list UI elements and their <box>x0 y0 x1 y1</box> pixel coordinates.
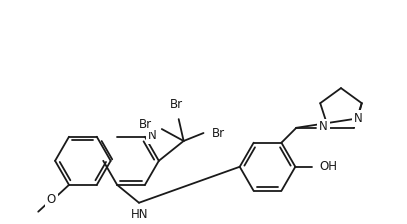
Text: N: N <box>148 129 157 142</box>
Text: HN: HN <box>131 208 149 221</box>
Text: OH: OH <box>319 160 337 173</box>
Text: N: N <box>353 112 362 125</box>
Text: Br: Br <box>139 118 152 131</box>
Text: N: N <box>319 120 328 133</box>
Text: Br: Br <box>212 127 225 140</box>
Text: Br: Br <box>170 98 183 111</box>
Text: O: O <box>46 193 56 206</box>
